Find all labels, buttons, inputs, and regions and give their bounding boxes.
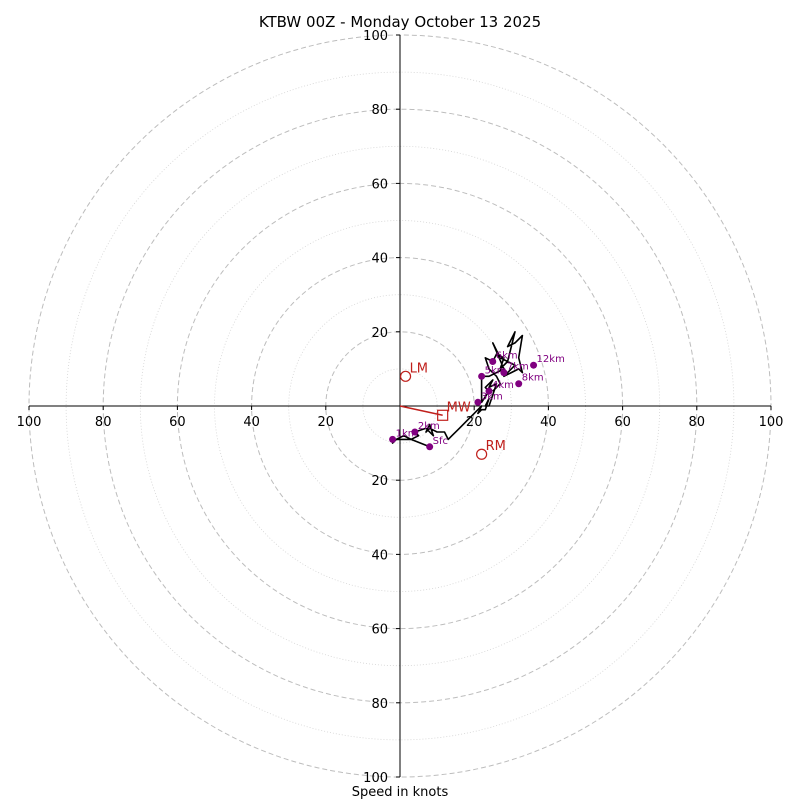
tick-label-left-100: 100 <box>17 415 42 430</box>
height-marker-sfc <box>426 443 434 451</box>
rm-marker <box>476 448 488 460</box>
tick-label-right-80: 80 <box>689 415 706 430</box>
height-label-8km: 8km <box>522 373 544 384</box>
tick-label-left-20: 20 <box>318 415 335 430</box>
tick-label-left-80: 80 <box>95 415 112 430</box>
height-label-sfc: Sfc <box>433 436 448 447</box>
height-label-1km: 1km <box>396 428 418 439</box>
height-marker-12km <box>530 361 538 369</box>
x-axis-label: Speed in knots <box>352 785 449 800</box>
tick-label-top-100: 100 <box>363 29 388 44</box>
height-marker-7km <box>500 369 508 377</box>
tick-label-bottom-100: 100 <box>363 771 388 786</box>
height-marker-1km <box>389 435 397 443</box>
tick-label-left-40: 40 <box>243 415 260 430</box>
height-label-5km: 5km <box>485 365 507 376</box>
axis-ticks: 20 40 60 80 100 100 80 60 40 20 100 80 60 40 20 20 40 60 8… <box>17 29 784 786</box>
height-label-3km: 3km <box>481 391 503 402</box>
mw-label: MW <box>447 400 471 415</box>
lm-label: LM <box>410 361 428 376</box>
height-marker-8km <box>515 380 523 388</box>
hodograph-trace-group <box>391 330 524 448</box>
hodograph-trace <box>391 330 524 448</box>
height-label-6km: 6km <box>496 350 518 361</box>
mw-marker <box>437 409 449 421</box>
storm-motion-markers: LM RM MW <box>399 361 506 460</box>
height-label-4km: 4km <box>492 380 514 391</box>
height-marker-4km <box>485 387 493 395</box>
tick-label-right-100: 100 <box>759 415 784 430</box>
tick-label-bottom-20: 20 <box>371 474 388 489</box>
tick-label-top-80: 80 <box>371 103 388 118</box>
chart-title: KTBW 00Z - Monday October 13 2025 <box>259 13 541 31</box>
height-marker-2km <box>411 428 419 436</box>
mean-wind-vector <box>399 405 443 417</box>
tick-label-bottom-80: 80 <box>371 697 388 712</box>
tick-label-right-20: 20 <box>466 415 483 430</box>
tick-label-bottom-40: 40 <box>371 548 388 563</box>
height-marker-6km <box>489 357 497 365</box>
lm-marker <box>399 370 412 382</box>
height-marker-5km <box>478 372 486 380</box>
tick-label-left-60: 60 <box>169 415 186 430</box>
tick-label-right-60: 60 <box>614 415 631 430</box>
height-label-2km: 2km <box>418 421 440 432</box>
tick-label-top-40: 40 <box>371 252 388 267</box>
height-marker-3km <box>474 398 482 406</box>
tick-label-top-20: 20 <box>371 326 388 341</box>
rm-label: RM <box>486 439 506 454</box>
height-label-7km: 7km <box>507 362 529 373</box>
tick-label-right-40: 40 <box>540 415 557 430</box>
tick-label-bottom-60: 60 <box>371 623 388 638</box>
height-label-12km: 12km <box>537 354 565 365</box>
tick-label-top-60: 60 <box>371 177 388 192</box>
